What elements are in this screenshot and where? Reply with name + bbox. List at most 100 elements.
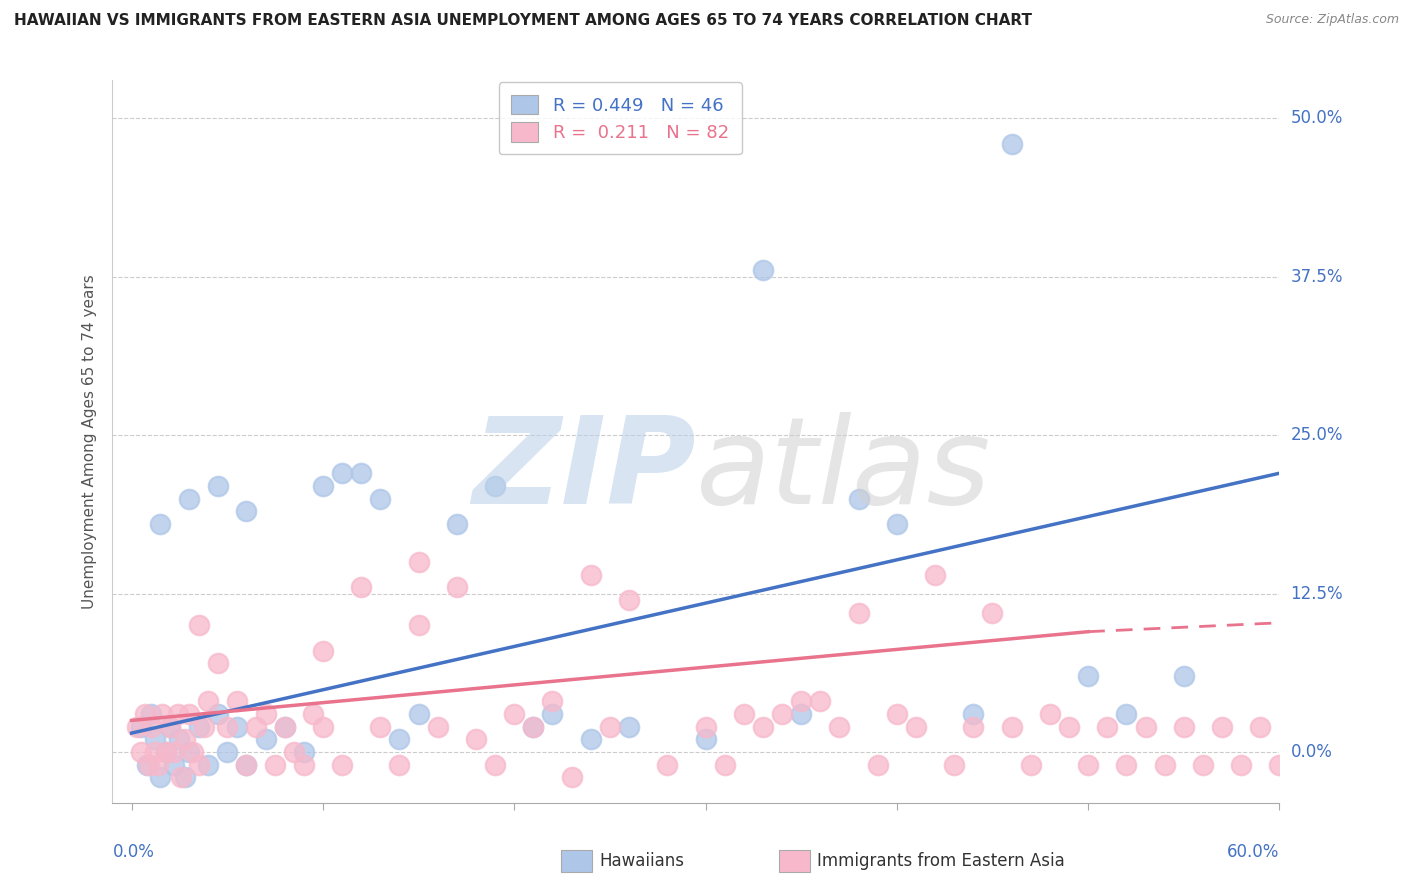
Point [962,707,984,722]
Point [217,745,239,759]
Point [312,643,335,657]
Point [150,707,173,722]
Text: Immigrants from Eastern Asia: Immigrants from Eastern Asia [817,852,1064,871]
Point [713,757,735,772]
Point [1077,669,1099,683]
Point [1057,720,1080,734]
Point [1115,707,1137,722]
Point [790,707,813,722]
Point [129,720,152,734]
Point [177,491,200,506]
Point [207,657,229,671]
Point [599,720,621,734]
Point [733,707,755,722]
Point [143,732,166,747]
Point [163,757,186,772]
Point [330,467,353,481]
Point [225,694,247,708]
Point [1001,136,1024,151]
Point [617,593,640,607]
Point [541,694,564,708]
Point [1173,720,1195,734]
Point [522,720,544,734]
Point [484,757,506,772]
Point [235,757,257,772]
Point [169,732,191,747]
Point [187,757,209,772]
Point [981,606,1004,620]
Point [388,757,411,772]
Point [503,707,526,722]
Point [408,618,430,632]
Point [330,757,353,772]
Point [177,707,200,722]
Point [808,694,831,708]
Point [155,745,177,759]
Point [235,757,257,772]
Point [1077,757,1099,772]
Legend: R = 0.449   N = 46, R =  0.211   N = 82: R = 0.449 N = 46, R = 0.211 N = 82 [499,82,741,154]
Point [886,516,908,531]
Point [484,479,506,493]
Point [283,745,305,759]
Point [235,504,257,518]
Point [752,720,775,734]
Text: atlas: atlas [696,412,991,529]
Point [1230,757,1253,772]
Text: 25.0%: 25.0% [1291,426,1343,444]
Point [350,580,373,594]
Point [225,720,247,734]
Point [174,732,197,747]
Point [522,720,544,734]
Point [561,771,583,785]
Point [408,555,430,569]
Point [197,694,219,708]
Point [579,732,602,747]
Point [770,707,793,722]
Point [790,694,813,708]
Point [312,720,335,734]
Point [1001,720,1024,734]
Point [149,516,172,531]
Point [193,720,215,734]
Point [170,771,193,785]
Point [127,720,149,734]
Point [292,757,315,772]
Point [139,720,162,734]
Point [904,720,927,734]
Point [149,771,172,785]
Point [129,745,152,759]
Point [1115,757,1137,772]
Point [446,516,468,531]
Point [1019,757,1042,772]
Point [143,745,166,759]
Point [159,720,181,734]
Point [541,707,564,722]
Point [177,745,200,759]
Point [197,757,219,772]
Point [886,707,908,722]
Point [159,720,181,734]
Text: 12.5%: 12.5% [1291,584,1343,603]
Text: 60.0%: 60.0% [1227,843,1279,861]
Point [368,720,391,734]
Point [579,567,602,582]
Point [1135,720,1157,734]
Point [139,707,162,722]
Point [695,732,717,747]
Point [848,491,870,506]
Point [388,732,411,747]
Text: 37.5%: 37.5% [1291,268,1343,285]
Point [138,757,160,772]
Point [446,580,468,594]
Point [1097,720,1119,734]
Point [866,757,889,772]
Point [264,757,287,772]
Point [1192,757,1215,772]
Point [174,771,197,785]
Point [1249,720,1271,734]
Point [1268,757,1291,772]
Text: ZIP: ZIP [472,412,696,529]
Point [254,732,277,747]
Point [1211,720,1233,734]
